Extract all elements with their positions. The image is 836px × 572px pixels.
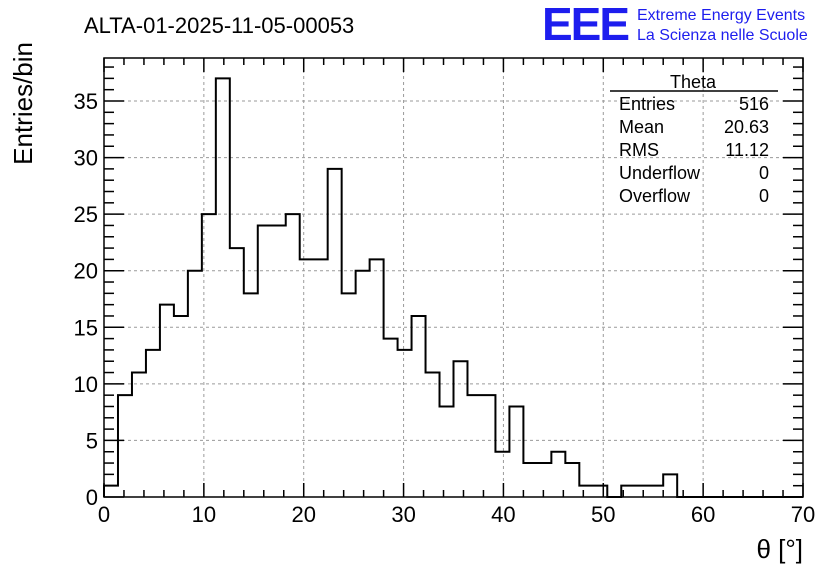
histogram-outline	[103, 77, 803, 498]
histogram-bin	[509, 406, 523, 497]
x-tick-label: 40	[491, 502, 515, 527]
logo-mark: EEE	[542, 0, 628, 50]
histogram-layer	[103, 77, 803, 498]
stats-row-value: 11.12	[725, 140, 769, 160]
histogram-bin	[593, 486, 607, 497]
x-tick-label: 30	[391, 502, 415, 527]
stats-row-label: RMS	[619, 140, 659, 160]
histogram-bin	[481, 395, 495, 497]
histogram-bin	[132, 373, 146, 497]
x-tick-label: 20	[291, 502, 315, 527]
stats-row-label: Mean	[619, 117, 664, 137]
x-tick-label: 60	[691, 502, 715, 527]
y-tick-label: 5	[86, 428, 98, 453]
y-tick-label: 35	[74, 89, 98, 114]
x-tick-label: 10	[192, 502, 216, 527]
ticks-layer	[103, 58, 804, 498]
histogram-bin	[258, 225, 272, 497]
histogram-bin	[342, 293, 356, 497]
grid-layer	[104, 58, 803, 497]
histogram-bin	[160, 305, 174, 497]
histogram-bin	[454, 361, 468, 497]
stats-row-value: 20.63	[724, 117, 769, 137]
histogram-bin	[118, 395, 132, 497]
stats-row-label: Overflow	[619, 186, 691, 206]
logo-line-1: Extreme Energy Events	[637, 7, 805, 24]
chart-title: ALTA-01-2025-11-05-00053	[84, 13, 354, 38]
x-axis-label: θ [°]	[756, 534, 803, 564]
histogram-bin	[467, 395, 481, 497]
y-tick-label: 25	[74, 202, 98, 227]
logo-line-2: La Scienza nelle Scuole	[637, 27, 808, 44]
histogram-bin	[370, 259, 384, 497]
stats-row-label: Underflow	[619, 163, 701, 183]
histogram-bin	[426, 373, 440, 497]
histogram-bin	[495, 452, 509, 497]
histogram-bin	[649, 486, 663, 497]
histogram-bin	[384, 339, 398, 497]
stats-row-value: 516	[739, 94, 769, 114]
histogram-bin	[398, 350, 412, 497]
plot-frame	[103, 57, 804, 498]
histogram-bin	[635, 486, 649, 497]
y-tick-label: 20	[74, 259, 98, 284]
histogram-bin	[230, 248, 244, 497]
stats-row-value: 0	[759, 163, 769, 183]
y-tick-label: 30	[74, 146, 98, 171]
x-tick-label: 0	[98, 502, 110, 527]
histogram-bin	[565, 463, 579, 497]
stats-rows: Entries 516 Mean 20.63 RMS 11.12 Underflow 0 Ove…	[619, 94, 769, 206]
stats-row-value: 0	[759, 186, 769, 206]
histogram-bin	[579, 486, 593, 497]
histogram-bin	[216, 78, 230, 497]
histogram-bin	[663, 474, 677, 497]
x-tick-label: 70	[791, 502, 815, 527]
histogram-bin	[523, 463, 537, 497]
tick-labels-layer: 0 10 20 30 40 50 60 70 0 5 10 15 20 25 30 35	[74, 89, 816, 527]
y-tick-label: 0	[86, 485, 98, 510]
histogram-bin	[174, 316, 188, 497]
eee-logo: EEE Extreme Energy Events La Scienza nel…	[542, 0, 808, 50]
stats-row-label: Entries	[619, 94, 675, 114]
y-tick-label: 15	[74, 315, 98, 340]
histogram-bin	[328, 169, 342, 497]
histogram-bin	[146, 350, 160, 497]
histogram-bin	[286, 214, 300, 497]
histogram-bin	[244, 293, 258, 497]
x-tick-label: 50	[591, 502, 615, 527]
histogram-bin	[440, 406, 454, 497]
histogram-bin	[272, 225, 286, 497]
histogram-bin	[104, 486, 118, 497]
histogram-bin	[314, 259, 328, 497]
histogram-bin	[412, 316, 426, 497]
histogram-bin	[300, 259, 314, 497]
stats-box-title: Theta	[670, 72, 717, 92]
y-axis-label: Entries/bin	[8, 42, 38, 165]
y-tick-label: 10	[74, 372, 98, 397]
stats-box: Theta Entries 516 Mean 20.63 RMS 11.12 Underfl…	[610, 72, 778, 206]
histogram-bin	[537, 463, 551, 497]
